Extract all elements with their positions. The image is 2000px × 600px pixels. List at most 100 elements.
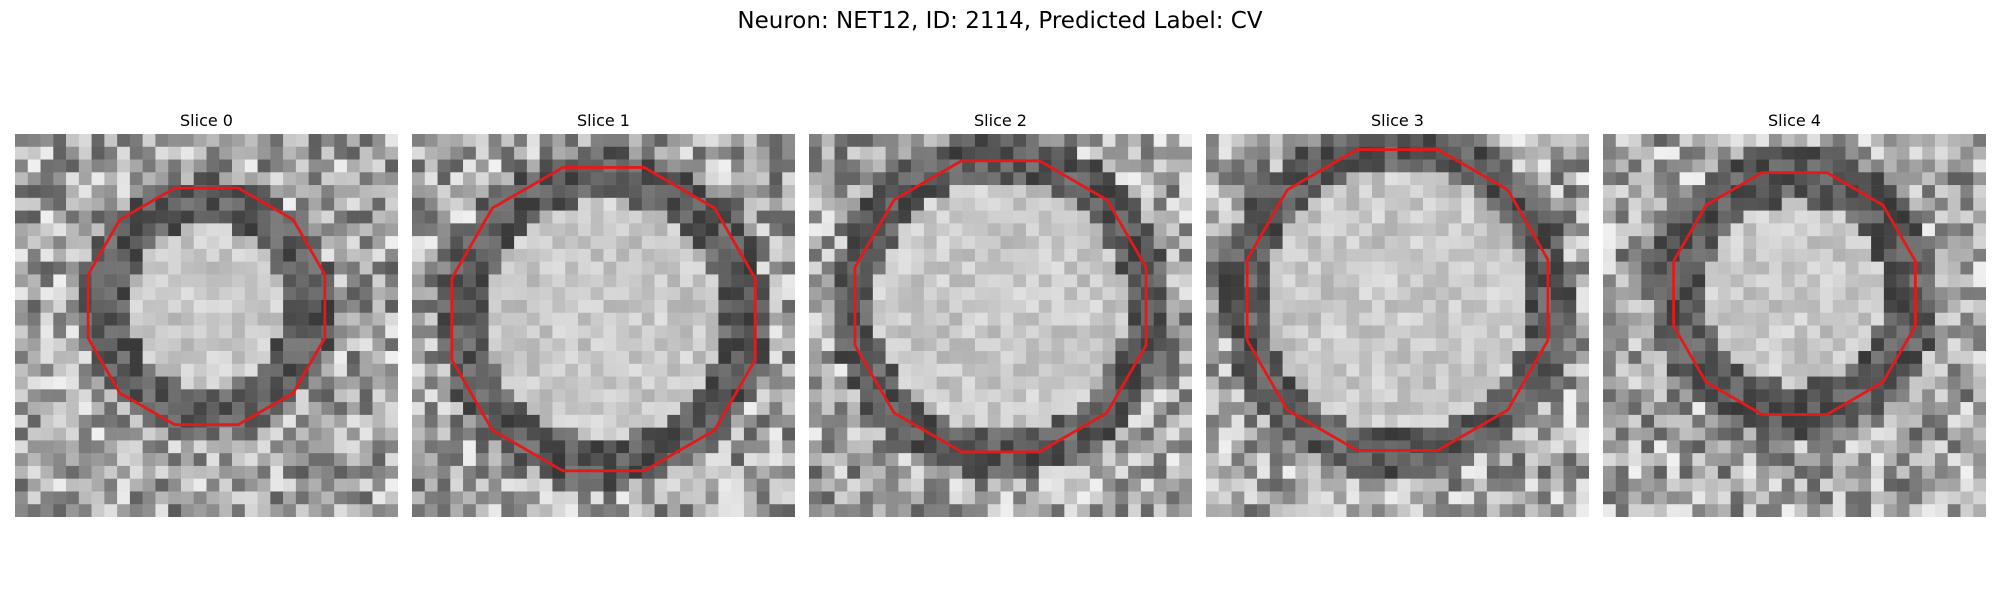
pixel bbox=[1717, 223, 1731, 237]
pixel bbox=[424, 465, 438, 479]
pixel bbox=[15, 197, 29, 211]
pixel bbox=[603, 299, 617, 313]
pixel bbox=[1206, 312, 1220, 326]
pixel bbox=[1909, 478, 1923, 492]
pixel bbox=[1883, 197, 1897, 211]
pixel bbox=[244, 465, 258, 479]
pixel bbox=[475, 504, 489, 517]
pixel bbox=[654, 325, 668, 339]
pixel bbox=[1973, 376, 1986, 390]
pixel bbox=[283, 236, 297, 250]
pixel bbox=[1346, 223, 1360, 237]
pixel bbox=[860, 312, 874, 326]
pixel bbox=[936, 287, 950, 301]
pixel bbox=[565, 210, 579, 224]
pixel bbox=[1871, 261, 1885, 275]
pixel bbox=[117, 338, 131, 352]
pixel bbox=[923, 338, 937, 352]
pixel bbox=[142, 312, 156, 326]
pixel bbox=[1295, 363, 1309, 377]
pixel bbox=[1435, 134, 1449, 148]
pixel bbox=[321, 402, 335, 416]
pixel bbox=[821, 453, 835, 467]
pixel bbox=[257, 299, 271, 313]
pixel bbox=[1960, 274, 1974, 288]
pixel bbox=[1218, 338, 1232, 352]
pixel bbox=[40, 223, 54, 237]
pixel bbox=[155, 287, 169, 301]
pixel bbox=[308, 274, 322, 288]
pixel bbox=[180, 312, 194, 326]
pixel bbox=[1102, 478, 1116, 492]
pixel bbox=[667, 376, 681, 390]
pixel bbox=[872, 299, 886, 313]
pixel bbox=[936, 185, 950, 199]
pixel bbox=[1308, 363, 1322, 377]
pixel bbox=[53, 134, 67, 148]
pixel bbox=[142, 236, 156, 250]
pixel bbox=[1435, 236, 1449, 250]
pixel bbox=[590, 478, 604, 492]
pixel bbox=[168, 402, 182, 416]
pixel bbox=[936, 453, 950, 467]
pixel bbox=[898, 197, 912, 211]
pixel bbox=[1257, 197, 1271, 211]
pixel bbox=[834, 287, 848, 301]
pixel bbox=[1410, 491, 1424, 505]
pixel bbox=[1077, 134, 1091, 148]
pixel bbox=[1218, 312, 1232, 326]
pixel bbox=[104, 427, 118, 441]
pixel bbox=[1333, 248, 1347, 262]
pixel bbox=[1960, 325, 1974, 339]
pixel bbox=[949, 197, 963, 211]
pixel bbox=[718, 299, 732, 313]
pixel bbox=[1628, 287, 1642, 301]
pixel bbox=[334, 261, 348, 275]
pixel bbox=[168, 376, 182, 390]
pixel bbox=[346, 134, 360, 148]
pixel bbox=[78, 146, 92, 160]
pixel bbox=[295, 325, 309, 339]
pixel bbox=[1077, 274, 1091, 288]
pixel bbox=[1435, 363, 1449, 377]
pixel bbox=[539, 402, 553, 416]
pixel bbox=[155, 299, 169, 313]
slice-panel-0: Slice 0 bbox=[15, 0, 398, 600]
pixel bbox=[295, 274, 309, 288]
pixel bbox=[641, 389, 655, 403]
pixel bbox=[193, 172, 207, 186]
pixel bbox=[1883, 172, 1897, 186]
pixel bbox=[1269, 236, 1283, 250]
pixel bbox=[1333, 274, 1347, 288]
pixel bbox=[1781, 185, 1795, 199]
pixel bbox=[1730, 312, 1744, 326]
pixel bbox=[552, 172, 566, 186]
pixel bbox=[257, 236, 271, 250]
pixel bbox=[1820, 248, 1834, 262]
pixel bbox=[1615, 338, 1629, 352]
pixel bbox=[1423, 402, 1437, 416]
pixel bbox=[53, 146, 67, 160]
pixel bbox=[1461, 389, 1475, 403]
pixel bbox=[450, 223, 464, 237]
pixel bbox=[1231, 146, 1245, 160]
pixel bbox=[15, 274, 29, 288]
pixel bbox=[1871, 465, 1885, 479]
pixel bbox=[372, 236, 386, 250]
pixel bbox=[1641, 248, 1655, 262]
pixel bbox=[654, 274, 668, 288]
pixel bbox=[129, 325, 143, 339]
pixel bbox=[1845, 453, 1859, 467]
pixel bbox=[1960, 146, 1974, 160]
pixel bbox=[219, 491, 233, 505]
pixel bbox=[1000, 172, 1014, 186]
pixel bbox=[1654, 389, 1668, 403]
pixel bbox=[847, 134, 861, 148]
pixel bbox=[1973, 197, 1986, 211]
pixel bbox=[372, 427, 386, 441]
pixel bbox=[1832, 261, 1846, 275]
pixel bbox=[257, 478, 271, 492]
pixel bbox=[372, 210, 386, 224]
pixel bbox=[974, 261, 988, 275]
pixel bbox=[129, 491, 143, 505]
